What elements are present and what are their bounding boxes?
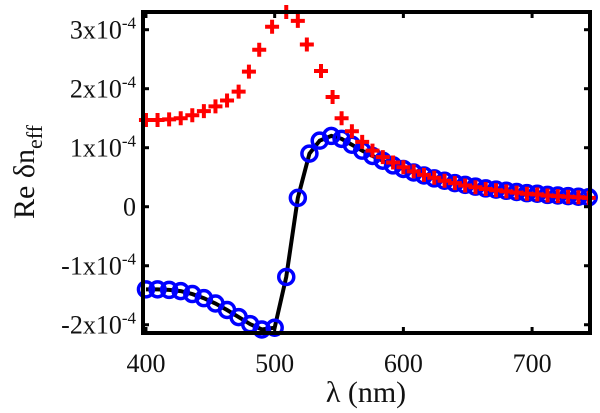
data-point-plus (396, 160, 411, 175)
data-point-plus (299, 37, 314, 52)
y-tick-label: -2x10-4 (61, 309, 136, 340)
data-point-plus (344, 124, 359, 139)
data-point-plus (416, 167, 431, 182)
x-tick-label: 500 (255, 349, 294, 378)
data-point-plus (265, 19, 280, 34)
y-tick-label: 3x10-4 (70, 14, 137, 45)
y-tick-exponent: -4 (122, 250, 137, 269)
y-tick-label: 1x10-4 (70, 132, 137, 163)
x-axis-label: λ (nm) (326, 376, 406, 409)
data-point-plus (406, 164, 421, 179)
data-point-plus (231, 84, 246, 99)
x-tick-label: 600 (384, 349, 423, 378)
data-point-plus (447, 176, 462, 191)
y-tick-exponent: -4 (122, 309, 137, 328)
y-tick-label: -1x10-4 (61, 250, 136, 281)
y-tick-label: 2x10-4 (70, 73, 137, 104)
y-axis-label: Re δneff (8, 124, 47, 219)
data-point-plus (355, 134, 370, 149)
data-point-plus (314, 64, 329, 79)
data-point-circle (252, 320, 272, 339)
data-point-circle (300, 144, 319, 163)
x-tick-label: 400 (126, 349, 165, 378)
data-point-plus (437, 173, 452, 188)
data-point-plus (173, 111, 188, 126)
y-axis-label-subscript: eff (22, 124, 47, 149)
data-point-circle (277, 267, 296, 287)
data-point-plus (325, 89, 340, 104)
data-point-circle (322, 126, 341, 146)
data-point-plus (427, 170, 442, 185)
data-point-plus (196, 104, 211, 119)
data-point-plus (241, 64, 256, 79)
data-point-plus (386, 155, 401, 170)
axis-ticks (143, 12, 590, 333)
y-tick-base: 0 (123, 193, 136, 222)
y-tick-base: 2x10 (70, 75, 122, 104)
y-tick-base: -2x10 (61, 311, 122, 340)
y-tick-exponent: -4 (122, 73, 137, 92)
data-point-plus (220, 93, 235, 108)
y-axis-label-main: Re δn (8, 149, 41, 219)
data-point-plus (208, 99, 223, 114)
y-tick-base: 1x10 (70, 134, 122, 163)
data-point-plus (365, 143, 380, 158)
data-point-plus (185, 108, 200, 123)
y-tick-base: 3x10 (70, 16, 122, 45)
data-point-plus (290, 13, 305, 28)
data-point-plus (334, 111, 349, 126)
data-point-circle (435, 171, 454, 191)
plot-frame (141, 10, 592, 335)
data-point-circle (445, 173, 465, 193)
y-tick-label: 0 (123, 193, 136, 222)
data-point-plus (375, 150, 390, 165)
tick-labels: 400 500 600 700-2x10-4-1x10-401x10-42x10-43… (61, 14, 551, 378)
data-point-circle (136, 280, 156, 299)
y-tick-exponent: -4 (122, 14, 137, 33)
plot-marks (136, 5, 598, 339)
data-point-circle (288, 188, 308, 208)
data-point-circle (265, 318, 284, 337)
data-point-circle (159, 280, 179, 300)
blue-circles-with-line-series (136, 126, 598, 339)
data-point-circle (171, 281, 190, 301)
red-crosses-series (138, 5, 596, 205)
y-tick-exponent: -4 (122, 132, 137, 151)
data-point-circle (148, 280, 167, 299)
x-tick-label: 700 (513, 349, 552, 378)
data-point-plus (252, 42, 267, 57)
y-tick-base: -1x10 (61, 252, 122, 281)
